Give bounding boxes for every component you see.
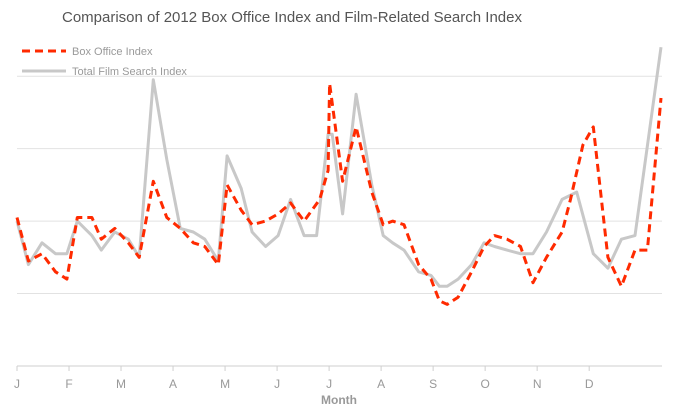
x-tick-label: J (14, 377, 20, 391)
x-tick-label: A (169, 377, 177, 391)
legend: Box Office Index Total Film Search Index (22, 46, 187, 78)
x-tick-label: O (480, 377, 489, 391)
series-layer (15, 46, 663, 306)
x-axis-title: Month (321, 393, 357, 407)
series-line-search (15, 46, 663, 288)
x-tick-label: M (220, 377, 230, 391)
x-tick-label: A (377, 377, 385, 391)
x-tick-label: M (116, 377, 126, 391)
gridlines (17, 75, 662, 295)
chart-title: Comparison of 2012 Box Office Index and … (62, 9, 522, 26)
legend-label-search: Total Film Search Index (72, 66, 187, 78)
x-tick-label: D (585, 377, 594, 391)
x-tick-label: S (429, 377, 437, 391)
legend-label-box-office: Box Office Index (72, 46, 153, 58)
x-tick-label: N (533, 377, 542, 391)
x-tick-label: J (326, 377, 332, 391)
x-tick-label: F (65, 377, 72, 391)
x-tick-label: J (274, 377, 280, 391)
